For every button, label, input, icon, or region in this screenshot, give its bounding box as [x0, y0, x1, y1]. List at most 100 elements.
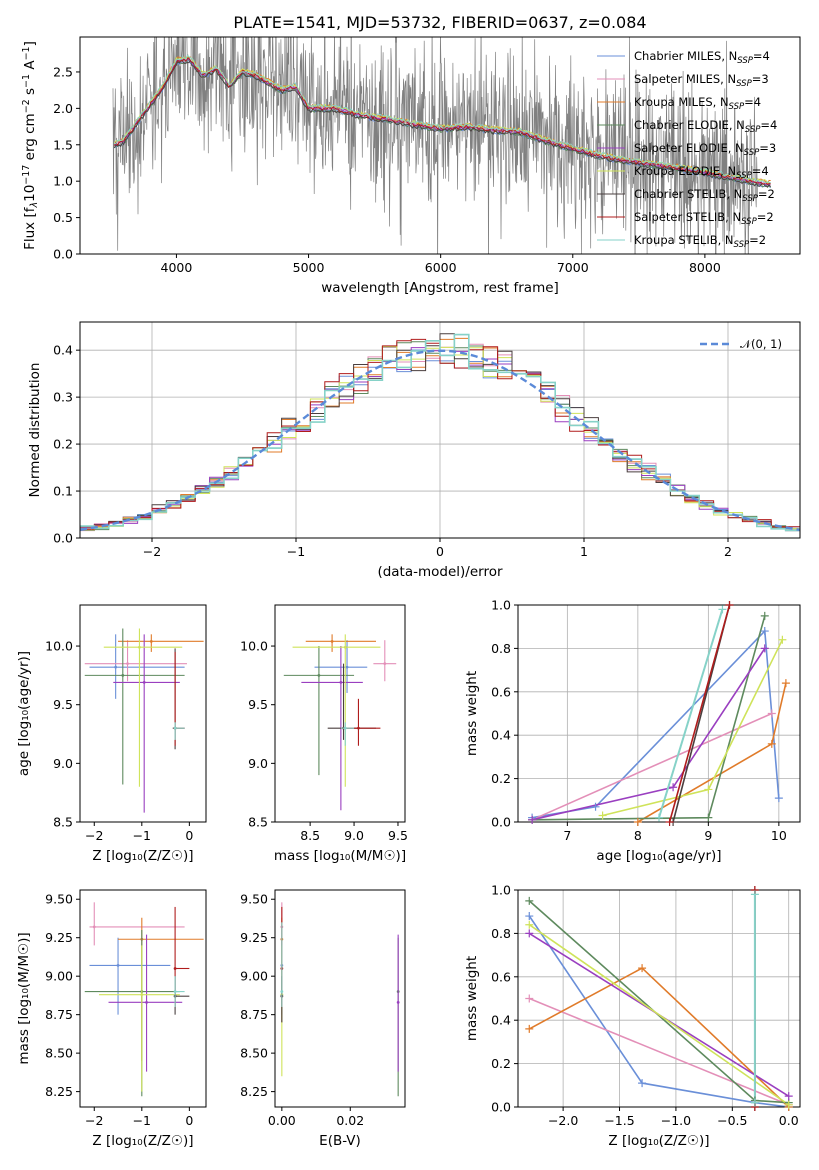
age_vs_Z-ytick-label: 10.0 — [45, 639, 73, 654]
age_vs_Z-xtick-label: 0 — [185, 828, 193, 843]
weight_vs_age-plot-area — [531, 605, 787, 822]
age_vs_Z-frame — [79, 604, 207, 823]
weight-marker-chabrier_miles — [760, 627, 769, 636]
residuals-ylabel: Normed distribution — [27, 363, 43, 498]
residuals-xtick-label: −2 — [143, 544, 161, 559]
age_vs_Z-ylabel: age [log₁₀(age/yr)] — [16, 651, 32, 776]
residuals-ytick-label: 0.2 — [53, 437, 73, 452]
weight-marker-kroupa_elodie — [704, 785, 713, 794]
mass_vs_ebv-xlabel: E(B-V) — [319, 1133, 361, 1149]
residuals-panel: −2 −1 0 1 2 0.0 0.1 0.2 0.3 0.4 (data-model)/error… — [27, 321, 801, 580]
weight-marker-kroupa_miles — [633, 818, 642, 826]
mass_vs_Z-ytick-label: 9.25 — [45, 930, 73, 945]
point-chabrier_elodie — [317, 673, 321, 677]
spectrum-plot-area — [112, 37, 772, 254]
point-salpeter_elodie — [145, 1000, 148, 1004]
residuals-axes: −2 −1 0 1 2 0.0 0.1 0.2 0.3 0.4 (data-model)/error… — [27, 321, 801, 580]
point-chabrier_miles — [345, 665, 349, 669]
spectrum-xtick-label: 6000 — [425, 260, 457, 275]
weight-line-kroupa_stelib — [658, 609, 724, 818]
age_vs_mass-xlabel: mass [log₁₀(M/M☉)] — [274, 848, 406, 864]
residuals-ytick-label: 0.4 — [53, 343, 73, 358]
legend-label-chabrier_stelib: Chabrier STELIB, NSSP=2 — [634, 187, 775, 204]
weight-marker-kroupa_elodie — [598, 811, 607, 820]
weight_vs_Z-xlabel: Z [log₁₀(Z/Z☉)] — [608, 1133, 709, 1149]
mass_vs_ebv-frame — [274, 889, 406, 1108]
mass_vs_Z-ytick-label: 8.75 — [45, 1007, 73, 1022]
mass_vs_ebv-ytick-label: 9.25 — [240, 930, 268, 945]
weight_vs_age-ytick-label: 0.8 — [491, 641, 511, 656]
weight-marker-salpeter_elodie — [669, 783, 678, 792]
point-chabrier_miles — [116, 964, 120, 967]
age_vs_mass-xtick-label: 9.5 — [388, 828, 408, 843]
age_vs_Z-xtick-label: −1 — [133, 828, 151, 843]
point-kroupa_elodie — [138, 645, 141, 649]
legend-label-kroupa_miles: Kroupa MILES, NSSP=4 — [634, 95, 761, 112]
weight-marker-kroupa_miles — [781, 679, 790, 688]
age_vs_mass-plot-area — [283, 634, 397, 811]
mass_vs_ebv-axes: 0.00 0.02 8.25 8.50 8.75 9.00 9.25 9.50 E(B-V) — [240, 889, 406, 1149]
residuals-ytick-label: 0.0 — [53, 531, 73, 546]
point-salpeter_elodie — [339, 681, 343, 684]
mass_vs_Z-frame — [79, 889, 207, 1108]
weight-marker-salpeter_miles — [767, 709, 776, 718]
residuals-xtick-label: 1 — [580, 544, 588, 559]
residuals-xtick-label: 2 — [724, 544, 732, 559]
weight_vs_age-xtick-label: 10 — [771, 828, 787, 843]
weight_vs_Z-axes: −2.0 −1.5 −1.0 −0.5 0.0 0.0 0.2 0.4 0.6 0.8 1.0 Z [… — [464, 883, 801, 1149]
point-kroupa_stelib — [343, 726, 347, 730]
observed-spectrum-line — [112, 37, 758, 254]
mass_vs_Z-ylabel: mass [log₁₀(M/M☉)] — [16, 932, 32, 1064]
weight-line-chabrier_miles — [531, 629, 780, 819]
weight_vs_Z-xtick-label: −0.5 — [717, 1113, 747, 1128]
age_vs_Z-plot-area — [84, 628, 204, 813]
weight_vs_Z-ytick-label: 0.8 — [491, 926, 511, 941]
weight-marker-chabrier_miles — [525, 912, 534, 921]
weight_vs_Z-xtick-label: −2.0 — [548, 1113, 578, 1128]
mass_vs_ebv-ytick-label: 9.00 — [240, 969, 268, 984]
point-kroupa_elodie — [343, 645, 347, 649]
legend-label-kroupa_elodie: Kroupa ELODIE, NSSP=4 — [634, 164, 769, 181]
weight-marker-kroupa_stelib — [718, 605, 727, 614]
weight_vs_Z-xtick-label: −1.5 — [604, 1113, 634, 1128]
age_vs_mass-xtick-label: 9.0 — [344, 828, 364, 843]
residuals-plot-area — [80, 333, 800, 532]
age_vs_mass-ytick-label: 9.5 — [248, 697, 268, 712]
weight-marker-kroupa_miles — [638, 964, 647, 973]
weight_vs_age-ytick-label: 0.6 — [491, 684, 511, 699]
mass_vs_ebv-ytick-label: 8.50 — [240, 1046, 268, 1061]
spectrum-xlabel: wavelength [Angstrom, rest frame] — [321, 280, 559, 296]
mass_vs_ebv-ytick-label: 8.75 — [240, 1007, 268, 1022]
residual-histogram-chabrier_stelib — [80, 333, 800, 531]
weight_vs_age-ylabel: mass weight — [464, 671, 480, 756]
age_vs_Z-xlabel: Z [log₁₀(Z/Z☉)] — [92, 848, 193, 864]
mass_vs_Z-ytick-label: 8.50 — [45, 1046, 73, 1061]
residuals-ytick-label: 0.3 — [53, 390, 73, 405]
normal-reference-curve — [80, 349, 800, 531]
weight-marker-chabrier_elodie — [704, 813, 713, 822]
spectrum-ytick-label: 1.0 — [53, 174, 73, 189]
age_vs_Z-xtick-label: −2 — [85, 828, 103, 843]
spectrum-ytick-label: 2.0 — [53, 101, 73, 116]
point-kroupa_stelib — [173, 990, 177, 993]
age_vs_Z-axes: −2 −1 0 8.5 9.0 9.5 10.0 Z [log₁₀(Z/Z☉)] age [lo… — [16, 604, 207, 864]
point-salpeter_miles — [383, 662, 387, 666]
weight-line-salpeter_stelib — [668, 605, 731, 822]
spectrum-xtick-label: 7000 — [557, 260, 589, 275]
point-kroupa_elodie — [140, 993, 144, 997]
age_vs_Z-ytick-label: 9.0 — [53, 756, 73, 771]
weight_vs_Z-ytick-label: 0.0 — [491, 1100, 511, 1115]
weight-marker-salpeter_stelib — [665, 818, 674, 826]
spectrum-xtick-label: 4000 — [161, 260, 193, 275]
spectrum-ytick-label: 1.5 — [53, 137, 73, 152]
mass_vs_ebv-xtick-label: 0.02 — [336, 1113, 364, 1128]
spectrum-legend: Chabrier MILES, NSSP=4 Salpeter MILES, NS… — [597, 49, 777, 250]
point-salpeter_stelib — [173, 967, 177, 970]
point-salpeter_elodie — [396, 1000, 400, 1004]
legend-label-salpeter_miles: Salpeter MILES, NSSP=3 — [634, 72, 769, 89]
point-kroupa_miles — [149, 639, 153, 643]
mass_vs_Z-ytick-label: 9.50 — [45, 892, 73, 907]
weight_vs_age-xtick-label: 8 — [634, 828, 642, 843]
point-kroupa_miles — [330, 639, 334, 643]
age_vs_mass-xtick-label: 8.5 — [300, 828, 320, 843]
